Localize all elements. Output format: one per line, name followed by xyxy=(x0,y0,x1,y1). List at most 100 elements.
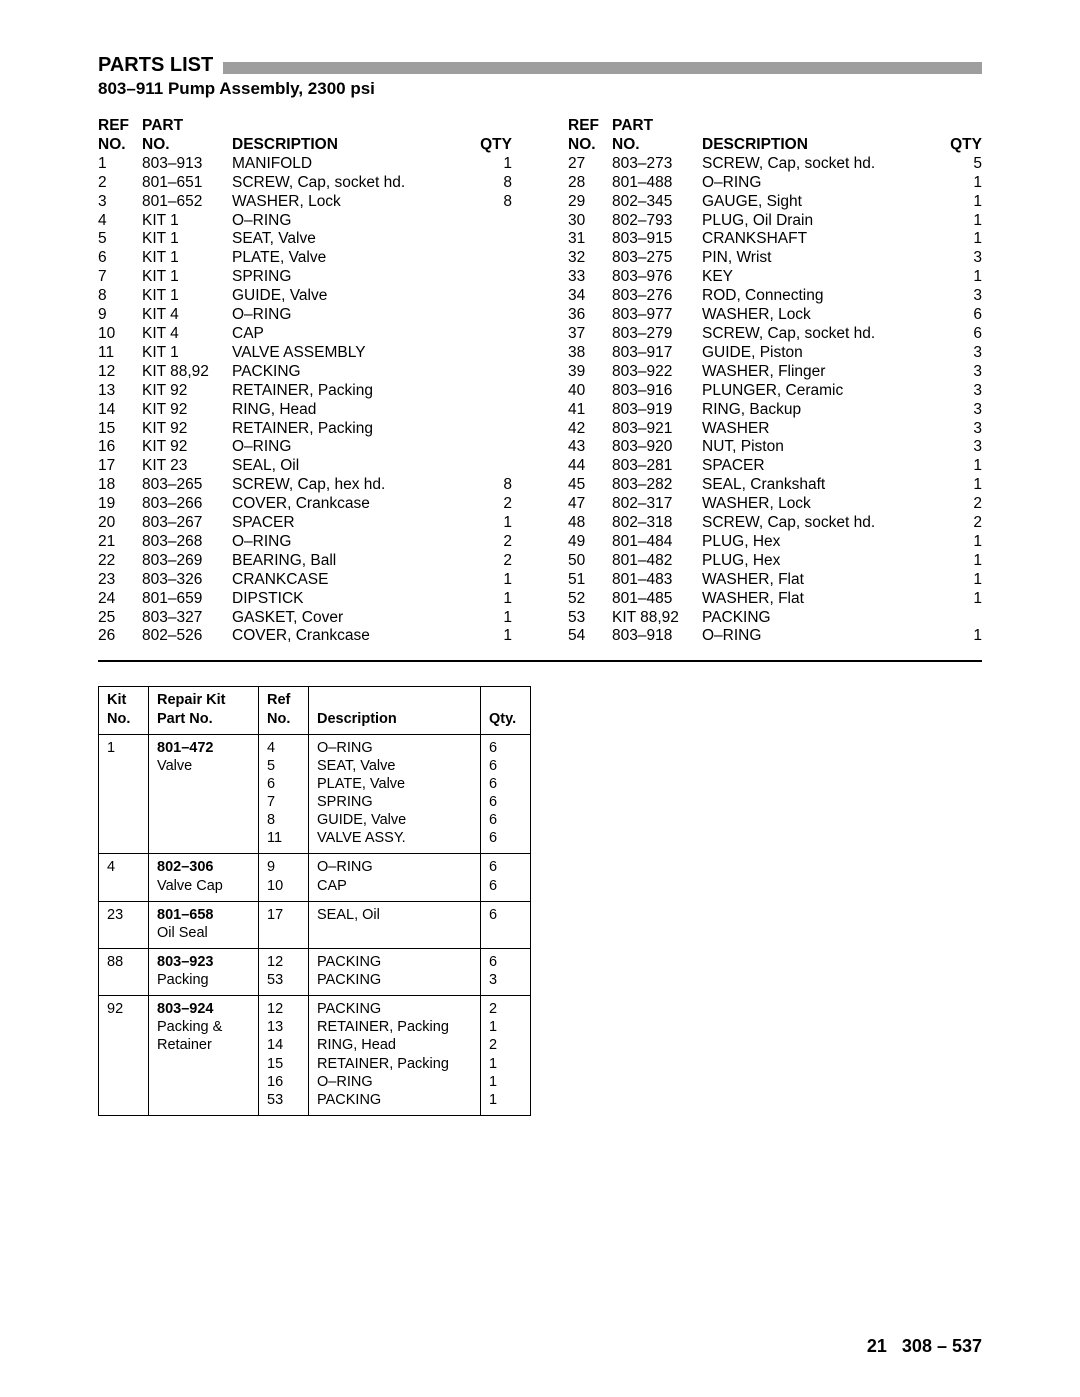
cell-ref: 20 xyxy=(98,514,142,533)
cell-ref: 14 xyxy=(98,401,142,420)
page-footer: 21 308 – 537 xyxy=(867,1336,982,1357)
cell-qty: 1 xyxy=(942,174,982,193)
cell-desc: CAP xyxy=(232,325,472,344)
cell-qty xyxy=(472,457,512,476)
cell-qty: 3 xyxy=(942,287,982,306)
kits-cell-ref: 17 xyxy=(259,901,309,948)
kits-cell-ref: 1253 xyxy=(259,948,309,995)
cell-qty: 3 xyxy=(942,249,982,268)
cell-ref: 26 xyxy=(98,627,142,646)
table-row: 15KIT 92RETAINER, Packing xyxy=(98,420,512,439)
cell-qty: 3 xyxy=(942,420,982,439)
table-row: 51801–483WASHER, Flat1 xyxy=(568,571,982,590)
cell-desc: COVER, Crankcase xyxy=(232,627,472,646)
cell-part: KIT 1 xyxy=(142,344,232,363)
cell-ref: 4 xyxy=(98,212,142,231)
cell-part: 801–652 xyxy=(142,193,232,212)
table-row: 10KIT 4CAP xyxy=(98,325,512,344)
cell-part: 803–326 xyxy=(142,571,232,590)
cell-qty xyxy=(472,249,512,268)
table-row: 2801–651SCREW, Cap, socket hd.8 xyxy=(98,174,512,193)
kits-cell-desc: PACKINGPACKING xyxy=(309,948,481,995)
cell-desc: SCREW, Cap, socket hd. xyxy=(702,325,942,344)
cell-part: KIT 92 xyxy=(142,401,232,420)
table-row: 41803–919RING, Backup3 xyxy=(568,401,982,420)
cell-part: KIT 92 xyxy=(142,438,232,457)
cell-ref: 3 xyxy=(98,193,142,212)
cell-desc: O–RING xyxy=(702,174,942,193)
kits-row: 88803–923Packing1253PACKINGPACKING63 xyxy=(99,948,531,995)
cell-desc: ROD, Connecting xyxy=(702,287,942,306)
cell-ref: 24 xyxy=(98,590,142,609)
cell-part: 803–919 xyxy=(612,401,702,420)
kits-cell-part: 802–306Valve Cap xyxy=(149,854,259,901)
table-row: 43803–920NUT, Piston3 xyxy=(568,438,982,457)
table-row: 14KIT 92RING, Head xyxy=(98,401,512,420)
table-row: 31803–915CRANKSHAFT1 xyxy=(568,230,982,249)
cell-part: KIT 88,92 xyxy=(612,609,702,628)
table-row: 1803–913MANIFOLD1 xyxy=(98,155,512,174)
page-title: PARTS LIST xyxy=(98,54,213,77)
table-row: 18803–265SCREW, Cap, hex hd.8 xyxy=(98,476,512,495)
cell-desc: KEY xyxy=(702,268,942,287)
cell-desc: PLUNGER, Ceramic xyxy=(702,382,942,401)
cell-part: 801–659 xyxy=(142,590,232,609)
cell-part: 801–482 xyxy=(612,552,702,571)
cell-desc: DIPSTICK xyxy=(232,590,472,609)
cell-ref: 5 xyxy=(98,230,142,249)
cell-qty: 1 xyxy=(942,268,982,287)
cell-ref: 51 xyxy=(568,571,612,590)
cell-part: KIT 92 xyxy=(142,420,232,439)
cell-part: 803–327 xyxy=(142,609,232,628)
cell-qty: 2 xyxy=(942,495,982,514)
cell-ref: 41 xyxy=(568,401,612,420)
parts-header: REFNO.PARTNO. DESCRIPTION QTY xyxy=(568,117,982,155)
cell-part: 803–916 xyxy=(612,382,702,401)
cell-desc: WASHER, Flinger xyxy=(702,363,942,382)
cell-desc: WASHER, Lock xyxy=(702,306,942,325)
cell-qty: 3 xyxy=(942,401,982,420)
table-row: 17KIT 23SEAL, Oil xyxy=(98,457,512,476)
cell-qty: 1 xyxy=(942,552,982,571)
table-row: 29802–345GAUGE, Sight1 xyxy=(568,193,982,212)
cell-ref: 8 xyxy=(98,287,142,306)
cell-part: 803–913 xyxy=(142,155,232,174)
cell-ref: 12 xyxy=(98,363,142,382)
cell-qty xyxy=(942,609,982,628)
cell-ref: 39 xyxy=(568,363,612,382)
cell-part: 803–977 xyxy=(612,306,702,325)
footer-page: 21 xyxy=(867,1336,887,1356)
table-row: 7KIT 1SPRING xyxy=(98,268,512,287)
parts-column-right: REFNO.PARTNO. DESCRIPTION QTY27803–273SC… xyxy=(568,117,982,646)
table-row: 11KIT 1VALVE ASSEMBLY xyxy=(98,344,512,363)
kits-cell-ref: 910 xyxy=(259,854,309,901)
cell-part: 803–921 xyxy=(612,420,702,439)
cell-qty: 1 xyxy=(472,155,512,174)
table-row: 6KIT 1PLATE, Valve xyxy=(98,249,512,268)
cell-desc: GAUGE, Sight xyxy=(702,193,942,212)
cell-part: 803–281 xyxy=(612,457,702,476)
kits-cell-kit: 23 xyxy=(99,901,149,948)
cell-part: 803–268 xyxy=(142,533,232,552)
kits-cell-part: 803–923Packing xyxy=(149,948,259,995)
cell-qty: 1 xyxy=(942,533,982,552)
cell-qty: 6 xyxy=(942,306,982,325)
cell-ref: 33 xyxy=(568,268,612,287)
table-row: 16KIT 92O–RING xyxy=(98,438,512,457)
cell-desc: PLATE, Valve xyxy=(232,249,472,268)
cell-ref: 32 xyxy=(568,249,612,268)
cell-qty xyxy=(472,287,512,306)
table-row: 23803–326CRANKCASE1 xyxy=(98,571,512,590)
cell-ref: 45 xyxy=(568,476,612,495)
cell-ref: 29 xyxy=(568,193,612,212)
cell-part: KIT 92 xyxy=(142,382,232,401)
cell-desc: RETAINER, Packing xyxy=(232,420,472,439)
cell-ref: 53 xyxy=(568,609,612,628)
cell-part: 802–317 xyxy=(612,495,702,514)
cell-desc: NUT, Piston xyxy=(702,438,942,457)
kits-header-row: KitNo.Repair KitPart No.RefNo.Descriptio… xyxy=(99,687,531,734)
cell-desc: O–RING xyxy=(232,533,472,552)
cell-desc: CRANKSHAFT xyxy=(702,230,942,249)
cell-part: 803–282 xyxy=(612,476,702,495)
cell-ref: 27 xyxy=(568,155,612,174)
